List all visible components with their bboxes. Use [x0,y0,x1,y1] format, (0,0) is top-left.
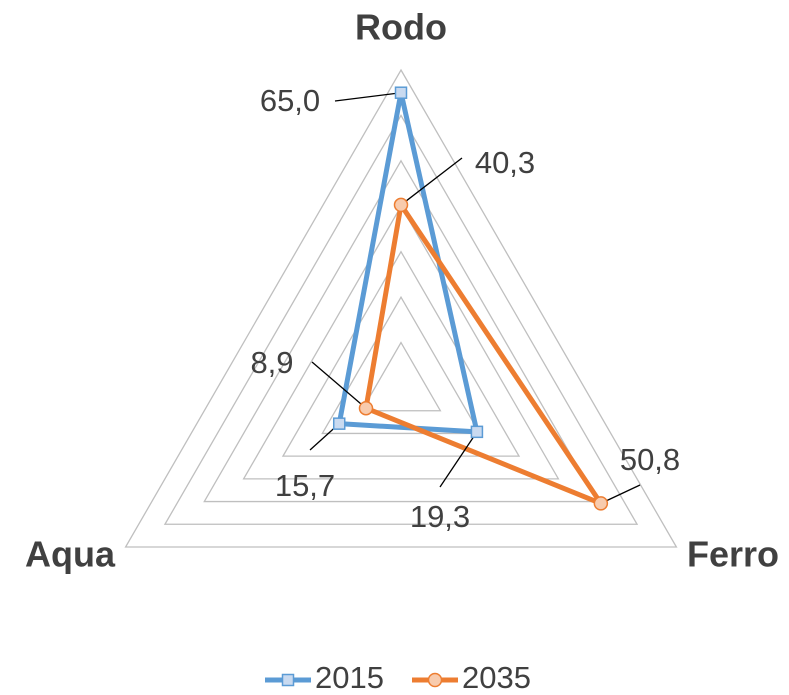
marker [393,197,409,213]
grid-ring [124,68,678,548]
legend-label: 2035 [462,660,531,695]
legend-marker [427,672,443,688]
marker [394,86,408,99]
marker [470,425,484,439]
data-label: 40,3 [475,145,535,180]
marker [593,496,609,511]
leader-line [439,431,478,488]
data-label: 19,3 [410,499,470,534]
data-label: 15,7 [275,468,335,503]
data-label: 65,0 [260,83,320,118]
series-line [363,202,604,506]
category-label: Rodo [355,7,447,48]
category-label: Aqua [25,534,116,575]
grid-ring [360,341,442,412]
grid-ring [163,114,639,525]
data-label: 50,8 [620,442,680,477]
grid-ring [321,295,481,435]
data-label: 8,9 [250,345,293,380]
marker [358,400,374,416]
grid-ring [242,204,560,480]
legend-marker [281,673,295,687]
leader-line [334,92,402,102]
category-label: Ferro [687,534,779,575]
series-line [336,90,480,435]
legend-label: 2015 [315,660,384,695]
leader-line [400,157,463,206]
leader-line [311,361,367,409]
marker [332,417,346,430]
grid-ring [203,159,599,503]
